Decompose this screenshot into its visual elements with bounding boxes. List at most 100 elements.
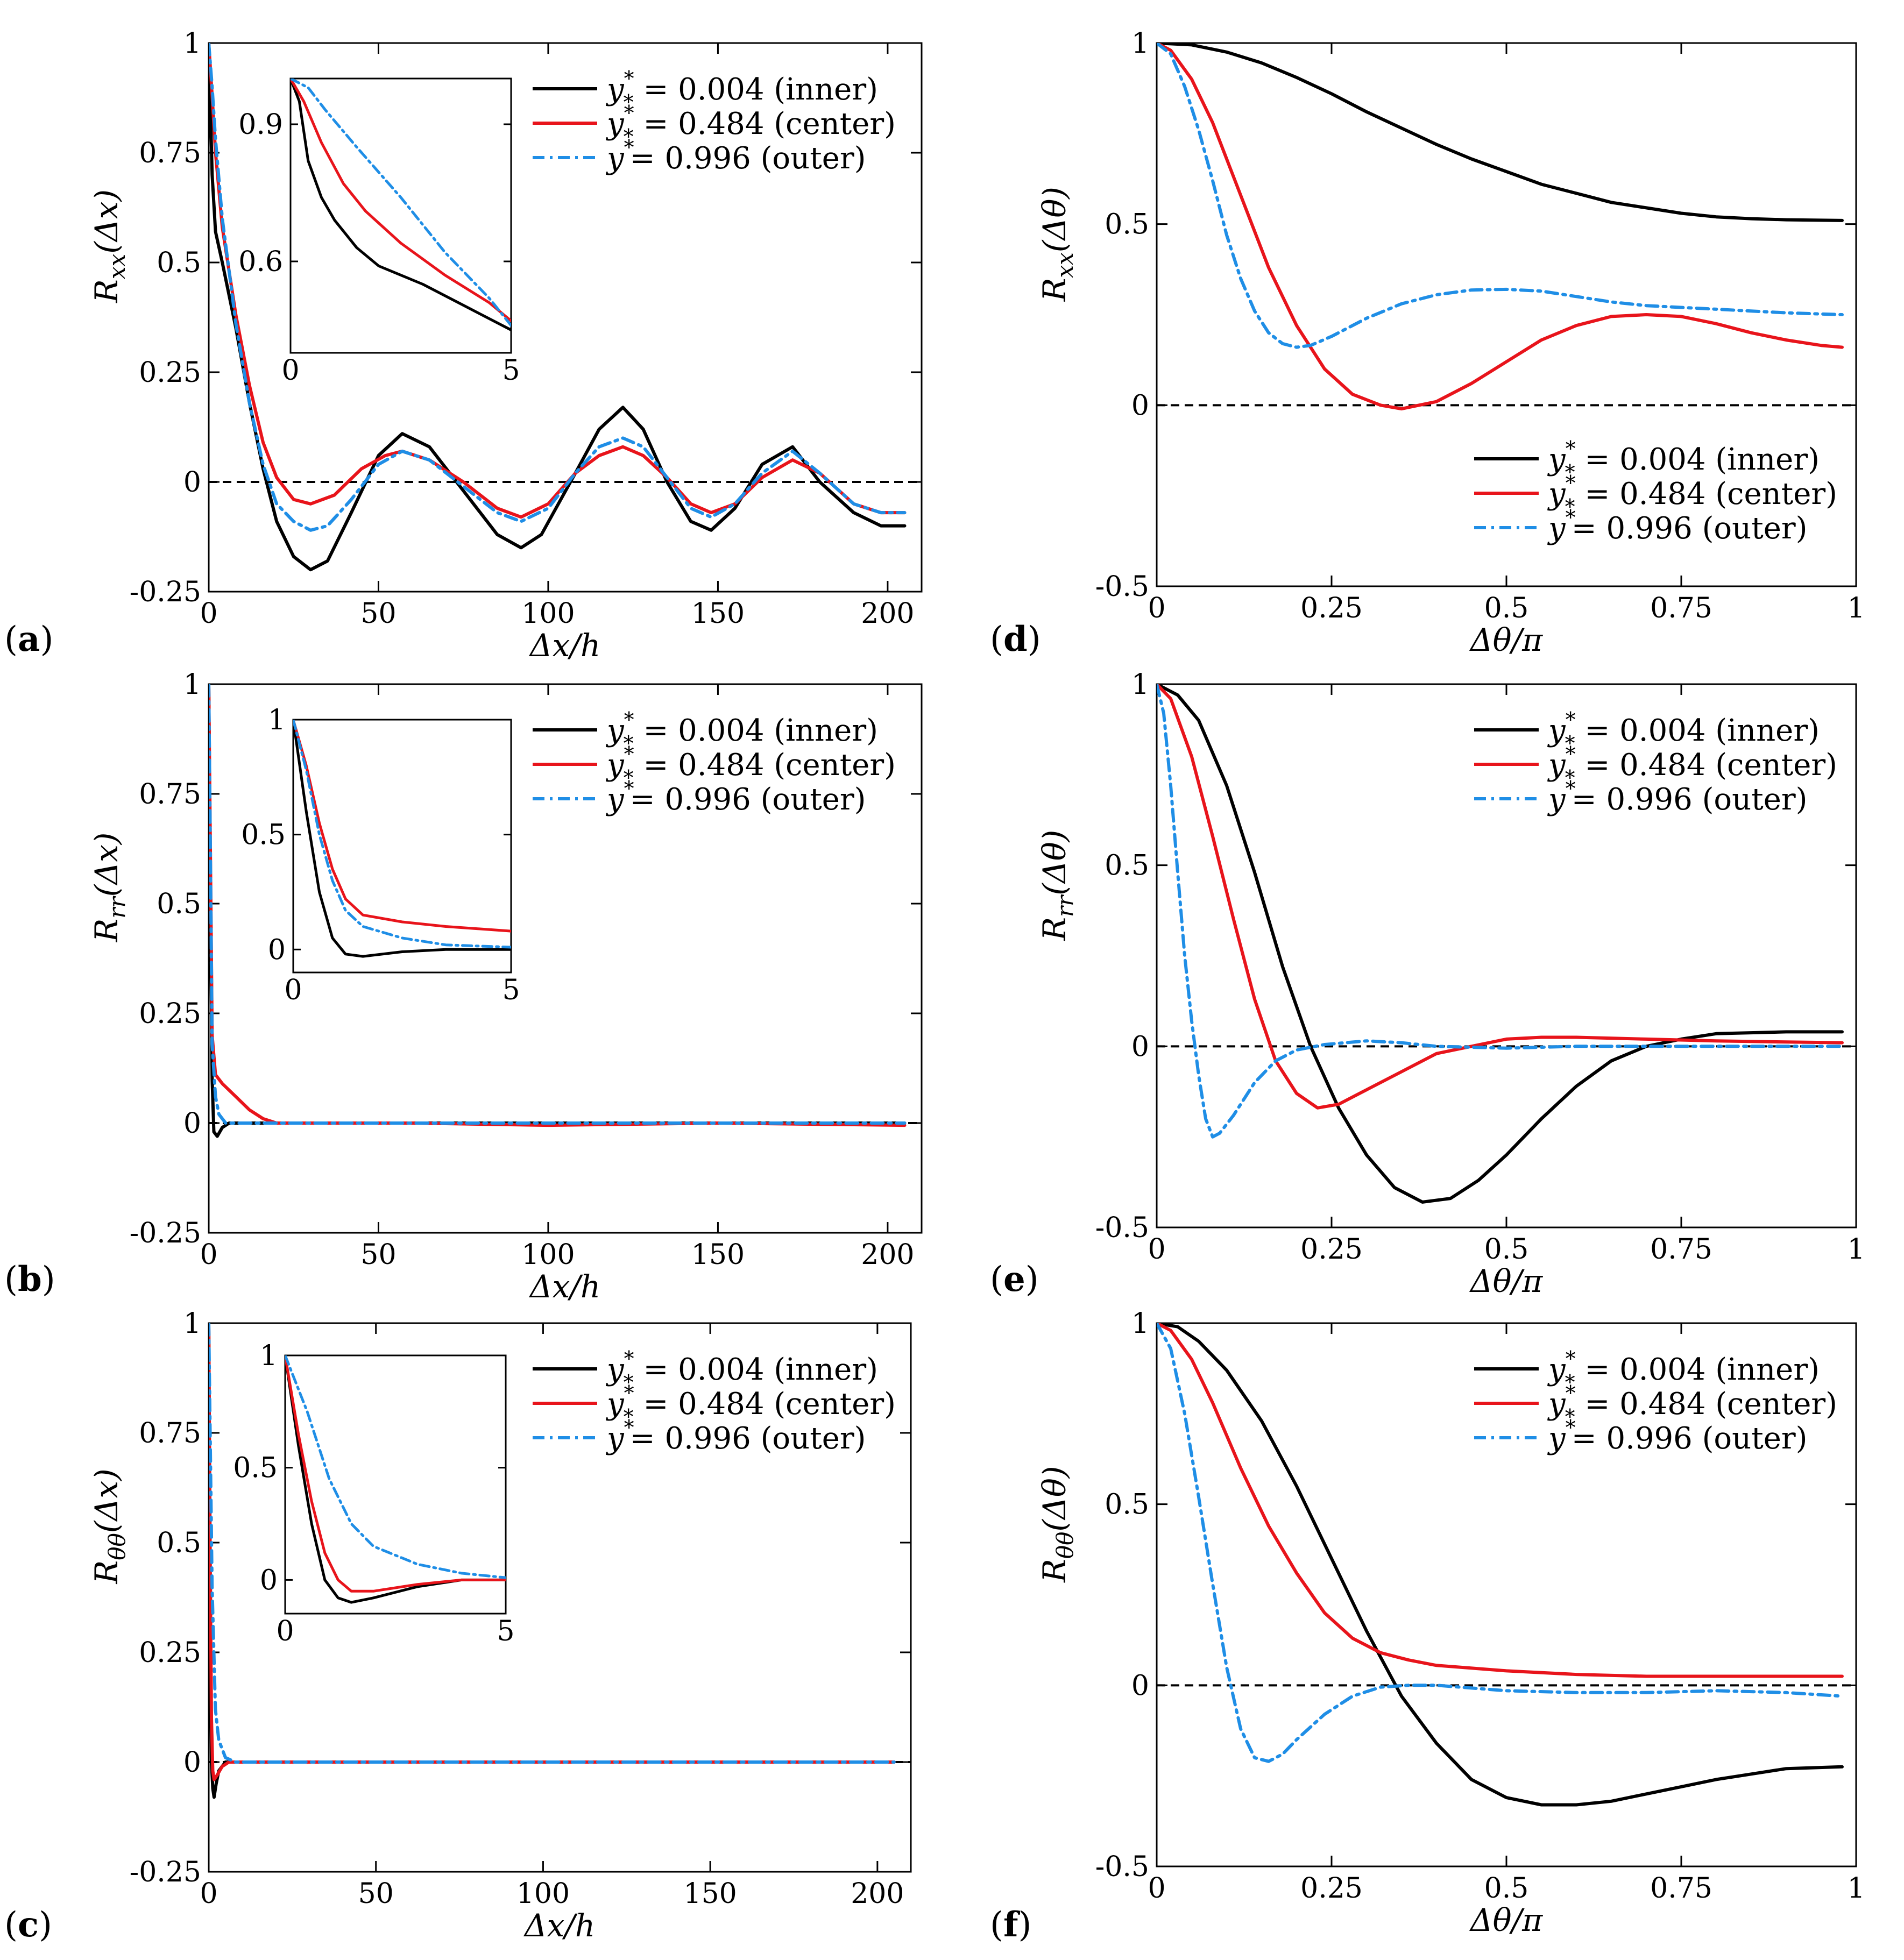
y-tick-label: 0.75: [139, 137, 201, 169]
x-tick-label: 50: [358, 1878, 394, 1910]
series-line-inner: [1157, 1323, 1844, 1807]
y-tick-label: 0.25: [139, 1637, 201, 1669]
x-tick-label: 0: [1148, 1872, 1165, 1905]
y-axis-label-arg: (Δx): [88, 833, 125, 897]
legend-var: y: [605, 141, 625, 176]
y-tick-label: -0.25: [130, 576, 201, 608]
x-tick-label: 0: [200, 598, 217, 630]
plot-frame: [208, 683, 923, 1234]
y-tick-label: 0.25: [139, 357, 201, 389]
series-line-outer: [1157, 1323, 1844, 1763]
y-axis-label: Rxx(Δx): [88, 189, 130, 303]
legend-entry-center: y* * = 0.484 (center): [1547, 471, 1837, 519]
x-tick-label: 1: [1847, 592, 1865, 624]
legend-var: y: [1547, 713, 1566, 748]
legend: y* * = 0.004 (inner)y* * = 0.484 (center)y…: [533, 1347, 896, 1463]
legend: y* * = 0.004 (inner)y* * = 0.484 (center)y…: [1474, 708, 1837, 817]
legend-sub: *: [624, 1370, 634, 1394]
x-tick-label: 0.25: [1300, 1233, 1363, 1266]
y-axis-label: Rxx(Δθ): [1036, 187, 1078, 302]
inset-y-tick-label: 0.5: [233, 1452, 278, 1485]
legend-text: = 0.004 (inner): [1575, 713, 1820, 748]
panel-label-open: (: [4, 620, 18, 659]
legend-var: y: [1547, 748, 1566, 783]
y-axis-label: Rrr(Δx): [88, 833, 130, 943]
x-tick-label: 0.5: [1484, 1872, 1529, 1905]
legend-entry-inner: y* * = 0.004 (inner): [605, 708, 878, 755]
inset-series-line-outer: [285, 1355, 506, 1579]
y-axis-label-main: R: [1036, 1559, 1073, 1583]
legend-text: = 0.996 (outer): [1572, 1421, 1808, 1456]
inset-plot: 0 5 0 0.5 1: [233, 1340, 514, 1647]
y-axis-label-arg: (Δx): [88, 1468, 125, 1533]
series-line-center: [209, 43, 907, 519]
legend-sub: [624, 1439, 630, 1463]
x-tick-label: 1: [1847, 1233, 1865, 1266]
panel-label-letter: f: [1003, 1905, 1020, 1945]
x-tick-label: 0: [1148, 592, 1165, 624]
inset-series-line-center: [291, 79, 511, 322]
legend-sup: *: [1566, 1416, 1576, 1439]
y-tick-label: -0.25: [130, 1856, 201, 1888]
legend-sup: *: [624, 708, 634, 732]
inset-plot: 0 5 0.6 0.9: [238, 77, 520, 387]
panel-label: (a): [4, 619, 53, 659]
legend-text: = 0.004 (inner): [634, 713, 878, 748]
y-tick-label: 0.75: [139, 1417, 201, 1450]
y-tick-label: -0.5: [1095, 1851, 1149, 1883]
x-tick-label: 0: [1148, 1233, 1165, 1266]
legend-sub: [624, 800, 630, 824]
legend-sup: *: [1566, 1381, 1576, 1405]
inset-x-tick-label: 5: [502, 974, 520, 1006]
y-axis-label-arg: (Δx): [88, 189, 125, 254]
y-axis-label-arg: (Δθ): [1036, 1466, 1073, 1532]
panel-label-close: ): [42, 1260, 55, 1299]
y-tick-label: 1: [183, 1308, 201, 1340]
legend-sub: *: [1565, 766, 1575, 790]
y-axis-label-main: R: [88, 279, 125, 303]
y-axis-label-sub: rr: [1052, 894, 1078, 917]
legend-sub: *: [624, 1405, 634, 1429]
inset-series-line-inner: [291, 79, 511, 331]
y-tick-label: 0.5: [157, 888, 201, 920]
legend-var: y: [605, 1421, 625, 1456]
legend-sub: [1565, 1439, 1572, 1463]
inset-x-tick-label: 0: [284, 974, 302, 1006]
y-axis-label-main: R: [1036, 278, 1073, 302]
legend-sup: *: [624, 101, 634, 125]
y-axis-label-sub: θθ: [1052, 1532, 1078, 1559]
y-axis-label: Rθθ(Δx): [88, 1468, 130, 1584]
x-tick-label: 0.75: [1650, 1872, 1712, 1905]
y-axis-label: Rθθ(Δθ): [1036, 1466, 1078, 1583]
legend-sup: *: [1566, 777, 1576, 800]
x-tick-label: 0.25: [1300, 592, 1363, 624]
series-line-center: [1157, 43, 1844, 411]
x-axis-label: Δθ/π: [1469, 1902, 1543, 1938]
inset-series-line-outer: [291, 79, 511, 327]
panel-label-open: (: [990, 1260, 1003, 1299]
y-axis-label: Rrr(Δθ): [1036, 830, 1078, 941]
legend-entry-center: y* * = 0.484 (center): [1547, 742, 1837, 790]
x-axis-label: Δx/h: [523, 1907, 596, 1944]
legend-var: y: [1547, 442, 1566, 477]
legend-entry-outer: y* = 0.996 (outer): [605, 777, 866, 824]
legend-text: = 0.996 (outer): [630, 141, 866, 176]
inset-plot-frame: [289, 77, 512, 354]
y-tick-label: 0.75: [139, 778, 201, 811]
y-axis-label-main: R: [88, 1560, 125, 1585]
plot-frame: [208, 42, 923, 593]
inset-series-line-center: [293, 720, 511, 933]
legend-entry-outer: y* = 0.996 (outer): [1547, 1416, 1807, 1463]
legend-entry-inner: y* * = 0.004 (inner): [605, 67, 878, 114]
legend-sub: *: [624, 766, 634, 790]
legend-var: y: [1547, 1387, 1566, 1422]
legend-var: y: [1547, 477, 1566, 512]
x-tick-label: 0: [200, 1239, 217, 1271]
legend-var: y: [1547, 1421, 1566, 1456]
panel-label: (d): [990, 619, 1041, 659]
y-tick-label: 0.25: [139, 998, 201, 1030]
legend-sup: *: [624, 1381, 634, 1405]
x-tick-label: 200: [861, 598, 914, 630]
